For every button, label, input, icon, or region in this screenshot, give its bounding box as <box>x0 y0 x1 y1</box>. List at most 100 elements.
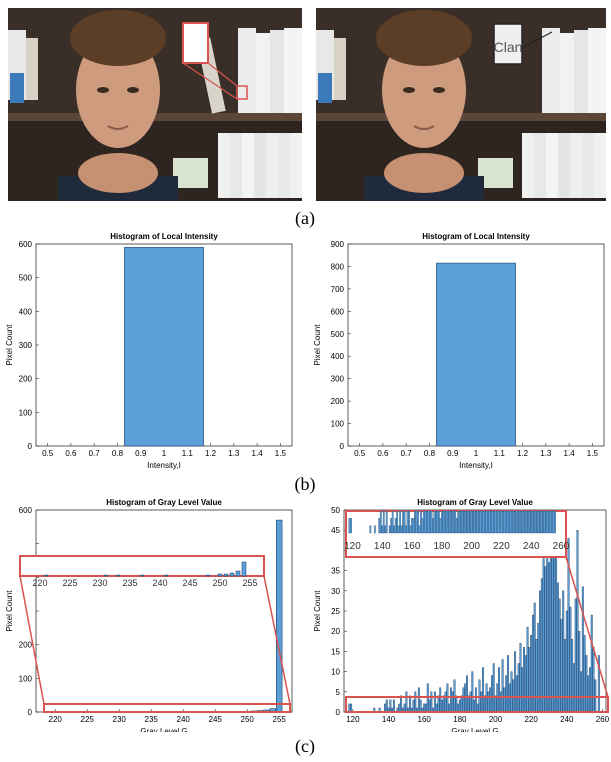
histogram-bar <box>524 655 527 713</box>
x-tick-label: 1.3 <box>540 449 552 458</box>
inset-bar <box>373 525 376 534</box>
inset-bar <box>473 510 476 534</box>
inset-bar <box>350 518 352 534</box>
photo-right-svg: Clan <box>316 8 606 201</box>
x-tick-label: 220 <box>524 715 538 724</box>
histogram-bar <box>403 703 406 713</box>
inset-bar <box>427 510 430 534</box>
inset-bar <box>488 510 491 534</box>
inset-bar <box>499 510 501 534</box>
inset-bar <box>455 518 458 534</box>
y-tick-label: 100 <box>19 674 33 683</box>
histogram-bar <box>523 647 525 713</box>
histogram-bar <box>494 695 497 713</box>
y-tick-label: 600 <box>19 506 33 515</box>
inset-bar <box>423 510 425 534</box>
histogram-bar <box>389 699 392 713</box>
histogram-bar <box>521 667 524 713</box>
y-tick-label: 300 <box>19 341 33 350</box>
inset-bar <box>390 518 393 534</box>
chart-title: Histogram of Local Intensity <box>110 232 218 241</box>
inset-bar <box>229 572 235 577</box>
histogram-bar <box>558 598 561 713</box>
inset-bar <box>438 510 440 534</box>
inset-bar <box>43 574 49 577</box>
histogram-bar <box>553 558 556 713</box>
chart-b-right-svg: Histogram of Local Intensity Intensity,I P… <box>313 232 605 470</box>
histogram-bar <box>528 647 531 713</box>
x-tick-label: 245 <box>209 715 223 724</box>
inset-bar <box>424 510 427 534</box>
inset-bar <box>388 525 391 534</box>
histogram-bar <box>451 691 454 713</box>
x-tick-label: 0.5 <box>354 449 366 458</box>
histogram-bar <box>587 675 590 713</box>
histogram-bar <box>448 703 451 713</box>
inset-bar <box>439 518 442 534</box>
x-tick-label: 0.8 <box>112 449 124 458</box>
inset-bar <box>552 510 555 534</box>
inset-tick-label: 220 <box>493 541 510 552</box>
y-tick-label: 45 <box>331 526 340 535</box>
inset-bar <box>481 510 483 534</box>
histogram-bar <box>476 703 479 713</box>
x-tick-label: 1.4 <box>564 449 576 458</box>
inset-bar <box>479 510 482 534</box>
histogram-bar <box>482 667 484 713</box>
inset-bar <box>463 510 466 534</box>
inset-bar <box>139 574 145 577</box>
histogram-bar <box>576 530 579 713</box>
histogram-bar <box>430 691 433 713</box>
x-tick-label: 0.7 <box>401 449 413 458</box>
histogram-bar <box>578 630 581 713</box>
photo-left <box>8 8 302 201</box>
histogram-bar <box>556 582 559 713</box>
histogram-bar <box>348 703 351 713</box>
histogram-bar <box>458 699 461 713</box>
histogram-bar <box>480 691 483 713</box>
y-tick-label: 300 <box>331 375 345 384</box>
inset-bar <box>485 510 488 534</box>
histogram-bar <box>408 695 411 713</box>
histogram-bar <box>384 703 386 713</box>
y-axis-label: Pixel Count <box>5 590 14 632</box>
histogram-bar <box>581 586 584 713</box>
histogram-bar <box>444 691 447 713</box>
zoom-connector <box>19 575 45 705</box>
inset-bar <box>435 510 437 534</box>
histogram-bar <box>489 687 492 713</box>
caption-c: (c) <box>295 736 315 756</box>
caption-a: (a) <box>295 208 315 228</box>
inset-bar <box>421 518 424 534</box>
y-axis-label: Pixel Count <box>313 590 322 632</box>
histogram-bar <box>457 703 460 713</box>
inset-bar <box>554 510 556 534</box>
inset-bar <box>546 510 549 534</box>
x-tick-label: 0.5 <box>42 449 54 458</box>
inset-bar <box>496 510 498 534</box>
inset-bar <box>405 525 407 534</box>
y-tick-label: 700 <box>331 285 345 294</box>
x-tick-label: 240 <box>560 715 574 724</box>
inset-bar <box>476 510 479 534</box>
y-tick-label: 30 <box>331 587 340 596</box>
y-tick-label: 25 <box>331 607 340 616</box>
inset-bar <box>494 510 497 534</box>
inset-bar <box>533 510 536 534</box>
histogram-bar <box>436 262 516 447</box>
chart-c-left-svg: Histogram of Gray Level Value Gray Level,… <box>5 498 293 732</box>
histogram-bar <box>423 703 426 713</box>
histogram-bar <box>419 699 422 713</box>
inset-bar <box>403 510 406 534</box>
inset-bar <box>469 510 472 534</box>
x-tick-label: 1 <box>162 449 167 458</box>
inset-bar <box>103 574 109 577</box>
inset-bar <box>379 510 382 534</box>
inset-bar <box>402 510 404 534</box>
inset-bar <box>418 525 421 534</box>
inset-bar <box>432 518 434 534</box>
inset-bar <box>522 510 525 534</box>
histogram-bar <box>514 651 517 713</box>
inset-bar <box>408 510 410 534</box>
histogram-bar <box>580 671 583 713</box>
